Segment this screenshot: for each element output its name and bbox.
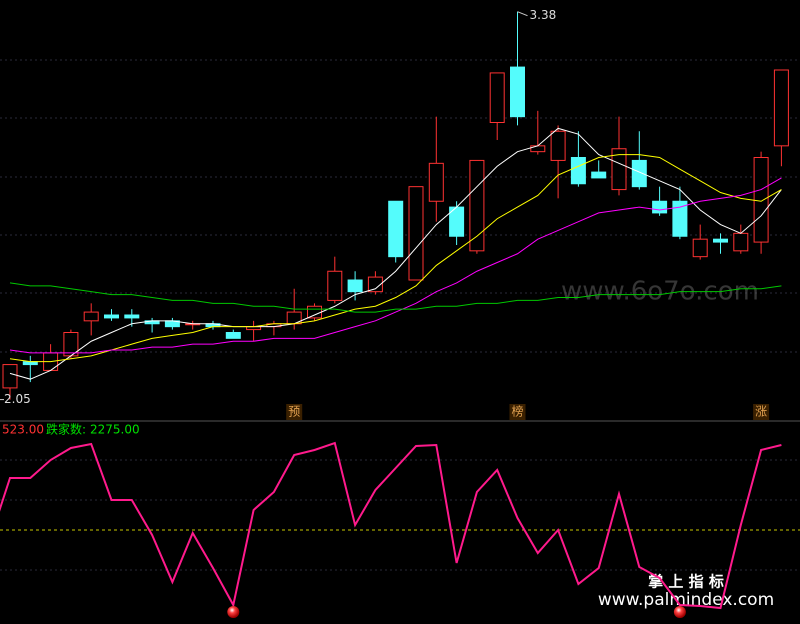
indicator-line: [0, 441, 782, 610]
marker-box: [286, 404, 303, 420]
signal-ball: [227, 606, 240, 618]
candle-body: [347, 279, 363, 293]
marker-label: 榜: [511, 404, 523, 419]
low-label: 2.05: [4, 392, 31, 406]
candle-body: [570, 157, 586, 185]
candle-body: [388, 200, 404, 258]
candle-body: [327, 270, 343, 301]
candle-body: [124, 314, 140, 319]
candle-body: [307, 305, 322, 319]
candle-body: [367, 276, 383, 293]
high-label: 3.38: [530, 8, 557, 22]
candle-body: [713, 238, 728, 243]
candle-body: [631, 159, 647, 188]
moving-average: [9, 282, 782, 313]
watermark: www.palmindex.com: [598, 590, 774, 610]
indicator-name-value: 2275.00: [90, 423, 140, 437]
moving-average: [9, 177, 782, 354]
candle-body: [489, 72, 505, 123]
candle-body: [530, 145, 546, 153]
candle-body: [611, 148, 627, 191]
candle-body: [591, 171, 607, 179]
candle-body: [753, 157, 769, 243]
candle-body: [550, 130, 566, 161]
marker-label: 涨: [755, 404, 767, 419]
candle-body: [83, 311, 99, 322]
candle-body: [733, 232, 749, 252]
watermark: www.6o7o.com: [561, 277, 759, 307]
candle-body: [428, 162, 444, 202]
candle-body: [469, 159, 485, 252]
moving-average: [9, 127, 782, 380]
candle-body: [773, 69, 789, 147]
indicator-name: 跌家数:: [46, 422, 86, 437]
candle-body: [2, 364, 18, 389]
marker-box: [509, 404, 526, 420]
indicator-value: 523.00: [2, 423, 44, 437]
watermark: 掌 上 指 标: [648, 573, 724, 591]
candle-body: [652, 200, 668, 214]
candle-body: [692, 238, 708, 258]
moving-average: [9, 154, 782, 363]
marker-label: 预: [288, 405, 300, 419]
candle-body: [104, 314, 119, 319]
signal-ball: [673, 606, 686, 618]
candle-body: [510, 66, 525, 118]
high-leader: [517, 11, 528, 17]
indicator-plot: [0, 441, 800, 618]
candle-body: [225, 332, 241, 339]
marker-box: [753, 404, 770, 420]
grid: [0, 59, 800, 571]
candle-body: [672, 200, 688, 237]
candle-body: [408, 186, 424, 281]
